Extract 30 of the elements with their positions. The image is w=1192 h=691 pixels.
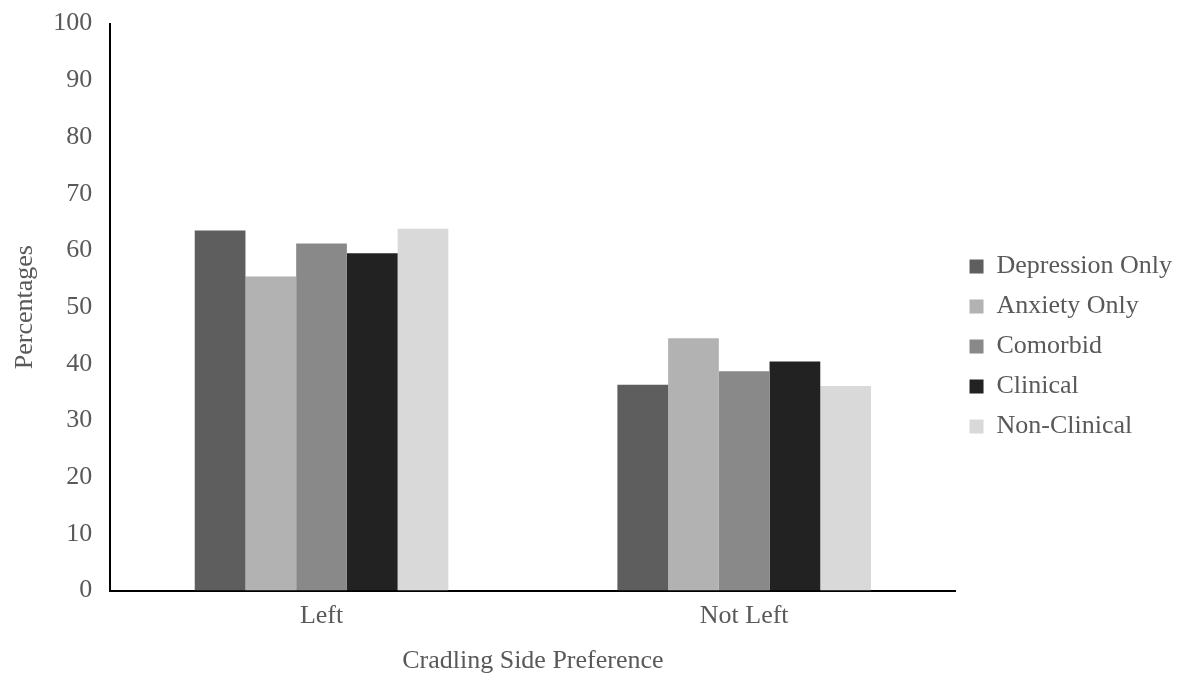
y-tick-label: 30 — [66, 404, 93, 434]
legend-label: Non-Clinical — [996, 410, 1133, 440]
y-tick-label: 0 — [79, 574, 93, 604]
y-tick-label: 90 — [66, 64, 93, 94]
y-axis-title: Percentages — [9, 245, 39, 370]
bar — [346, 253, 398, 591]
x-tick-label: Left — [299, 600, 344, 630]
bar — [769, 361, 821, 591]
x-axis-title: Cradling Side Preference — [402, 645, 664, 675]
bar — [820, 385, 871, 591]
bar — [617, 384, 669, 591]
y-tick-label: 40 — [66, 347, 93, 377]
y-tick-label: 100 — [53, 7, 93, 37]
x-tick-label: Not Left — [699, 600, 790, 630]
bar — [668, 338, 719, 591]
bar — [194, 230, 246, 591]
legend-label: Depression Only — [996, 250, 1173, 280]
y-tick-label: 60 — [66, 234, 93, 264]
legend-label: Anxiety Only — [996, 290, 1139, 320]
legend-label: Comorbid — [996, 330, 1102, 360]
bar — [397, 228, 449, 591]
y-tick-label: 70 — [66, 177, 93, 207]
bar — [245, 276, 297, 591]
y-tick-label: 10 — [66, 517, 93, 547]
legend-label: Clinical — [996, 370, 1079, 400]
y-tick-label: 50 — [66, 290, 93, 320]
bar — [296, 243, 347, 591]
y-tick-label: 20 — [66, 461, 93, 491]
y-tick-label: 80 — [66, 120, 93, 150]
bar — [718, 371, 770, 591]
